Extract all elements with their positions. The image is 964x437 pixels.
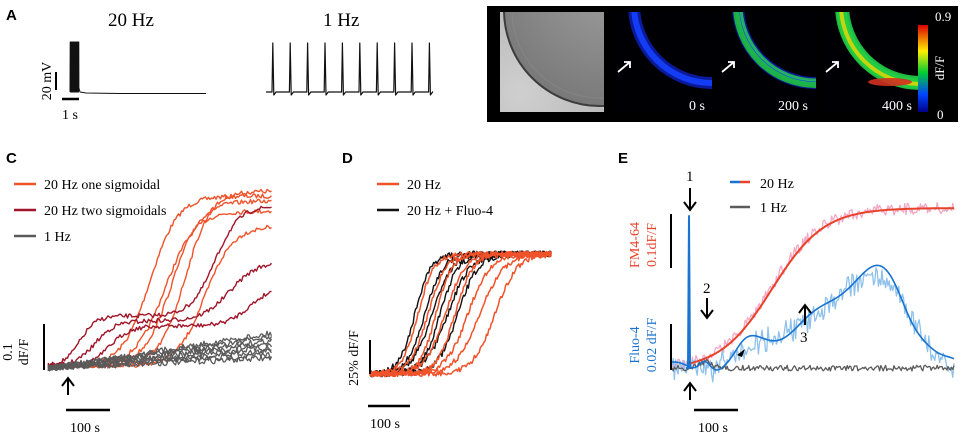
e-onset-arrow — [683, 381, 697, 400]
e-annotation-3: 3 — [800, 330, 808, 346]
b-frame-0s — [612, 12, 712, 112]
a-scale-x-label: 1 s — [62, 108, 78, 123]
b-time-400: 400 s — [882, 99, 912, 114]
panel-b: 0 s 200 s 400 s 0.9 0 dF/F — [487, 6, 958, 122]
c-trace-two-sigmoidals-1 — [47, 262, 273, 368]
e-traces — [671, 202, 955, 383]
e-trace-1hz — [671, 358, 955, 372]
c-traces — [47, 188, 273, 372]
b-frame-400s — [820, 12, 920, 112]
d-trace-20hz-4 — [369, 250, 552, 378]
a-trace-20hz — [69, 41, 206, 94]
panel-e: 20 Hz 1 Hz FM4-64 0.1dF/F Fluo-4 0.02 dF… — [628, 169, 955, 436]
d-trace-20hz-2 — [369, 250, 552, 377]
e-arrow-1 — [683, 188, 697, 212]
d-trace-fluo4-0 — [369, 250, 552, 377]
c-onset-arrow — [61, 376, 75, 395]
b-colorbar-max: 0.9 — [935, 9, 951, 24]
panel-label-c: C — [6, 150, 17, 167]
d-traces — [369, 250, 552, 378]
a-trace-1hz — [266, 42, 434, 96]
b-frame-200s — [716, 12, 816, 112]
a-scale-y-label: 20 mV — [40, 62, 55, 101]
a-title-1hz: 1 Hz — [323, 10, 359, 31]
e-arrow-2 — [700, 298, 714, 320]
c-scale-y-unit: dF/F — [17, 339, 32, 366]
d-trace-20hz-1 — [369, 250, 552, 377]
b-arrow-0 — [617, 61, 631, 73]
b-colorbar — [918, 25, 928, 112]
c-legend-text-1: 20 Hz two sigmoidals — [44, 204, 167, 219]
e-scale-bottom-label: 0.02 dF/F — [645, 318, 660, 373]
c-trace-1hz-0 — [47, 355, 273, 372]
c-scale-y-value: 0.1 — [1, 343, 16, 361]
b-time-0: 0 s — [689, 99, 705, 114]
e-annotation-2: 2 — [703, 281, 711, 297]
b-fluorescence-images — [612, 12, 920, 112]
d-trace-fluo4-4 — [369, 250, 552, 378]
e-legend-text-1: 1 Hz — [760, 201, 787, 216]
e-fm464-fit — [687, 207, 955, 365]
panel-label-d: D — [342, 150, 353, 167]
b-brightfield-image — [500, 12, 604, 112]
d-trace-20hz-0 — [369, 250, 552, 375]
d-trace-20hz-3 — [369, 250, 552, 378]
c-scale-x-label: 100 s — [70, 421, 100, 436]
d-trace-fluo4-3 — [369, 250, 552, 378]
b-arrow-2 — [825, 61, 839, 73]
d-scale-x-label: 100 s — [370, 417, 400, 432]
c-trace-1hz-1 — [47, 352, 272, 371]
e-scale-top-label: 0.1dF/F — [645, 223, 660, 267]
b-colorbar-min: 0 — [937, 107, 944, 122]
b-time-200: 200 s — [778, 99, 808, 114]
d-trace-20hz-7 — [369, 252, 552, 378]
panel-label-e: E — [618, 150, 628, 167]
d-legend-text-1: 20 Hz + Fluo-4 — [407, 204, 493, 219]
c-legend-text-2: 1 Hz — [44, 230, 71, 245]
e-fm464-raw — [671, 202, 955, 373]
e-ylabel-top: FM4-64 — [628, 222, 643, 268]
panel-c: 20 Hz one sigmoidal 20 Hz two sigmoidals… — [1, 178, 273, 436]
d-trace-fluo4-5 — [369, 250, 552, 378]
c-trace-one-sigmoidal-0 — [47, 193, 272, 369]
e-legend-text-0: 20 Hz — [760, 177, 794, 192]
e-ylabel-bottom: Fluo-4 — [628, 326, 643, 363]
e-arrow-3 — [798, 303, 812, 325]
c-trace-1hz-7 — [47, 330, 273, 371]
panel-d: 20 Hz 20 Hz + Fluo-4 25% dF/F 100 s — [347, 178, 552, 432]
d-trace-fluo4-1 — [369, 250, 552, 378]
panel-label-a: A — [6, 7, 17, 24]
d-trace-fluo4-2 — [369, 250, 552, 378]
d-trace-20hz-6 — [369, 251, 552, 378]
panel-a: 20 Hz 1 Hz 20 mV 1 s — [40, 10, 434, 123]
a-title-20hz: 20 Hz — [108, 10, 154, 31]
b-colorbar-label: dF/F — [932, 56, 947, 81]
e-arrowhead-marker — [737, 349, 745, 357]
c-trace-two-sigmoidals-0 — [47, 205, 272, 368]
e-annotation-1: 1 — [686, 169, 694, 185]
e-fluo4-smooth — [671, 264, 955, 371]
a-voltage-traces — [69, 41, 434, 96]
e-fluo4-spike — [686, 215, 692, 369]
e-scale-x-label: 100 s — [698, 421, 728, 436]
e-fluo4-raw — [671, 267, 955, 383]
d-legend-text-0: 20 Hz — [407, 178, 441, 193]
d-trace-20hz-5 — [369, 251, 552, 377]
d-scale-y-label: 25% dF/F — [347, 330, 362, 386]
c-legend-text-0: 20 Hz one sigmoidal — [44, 178, 160, 193]
b-arrow-1 — [721, 61, 735, 73]
